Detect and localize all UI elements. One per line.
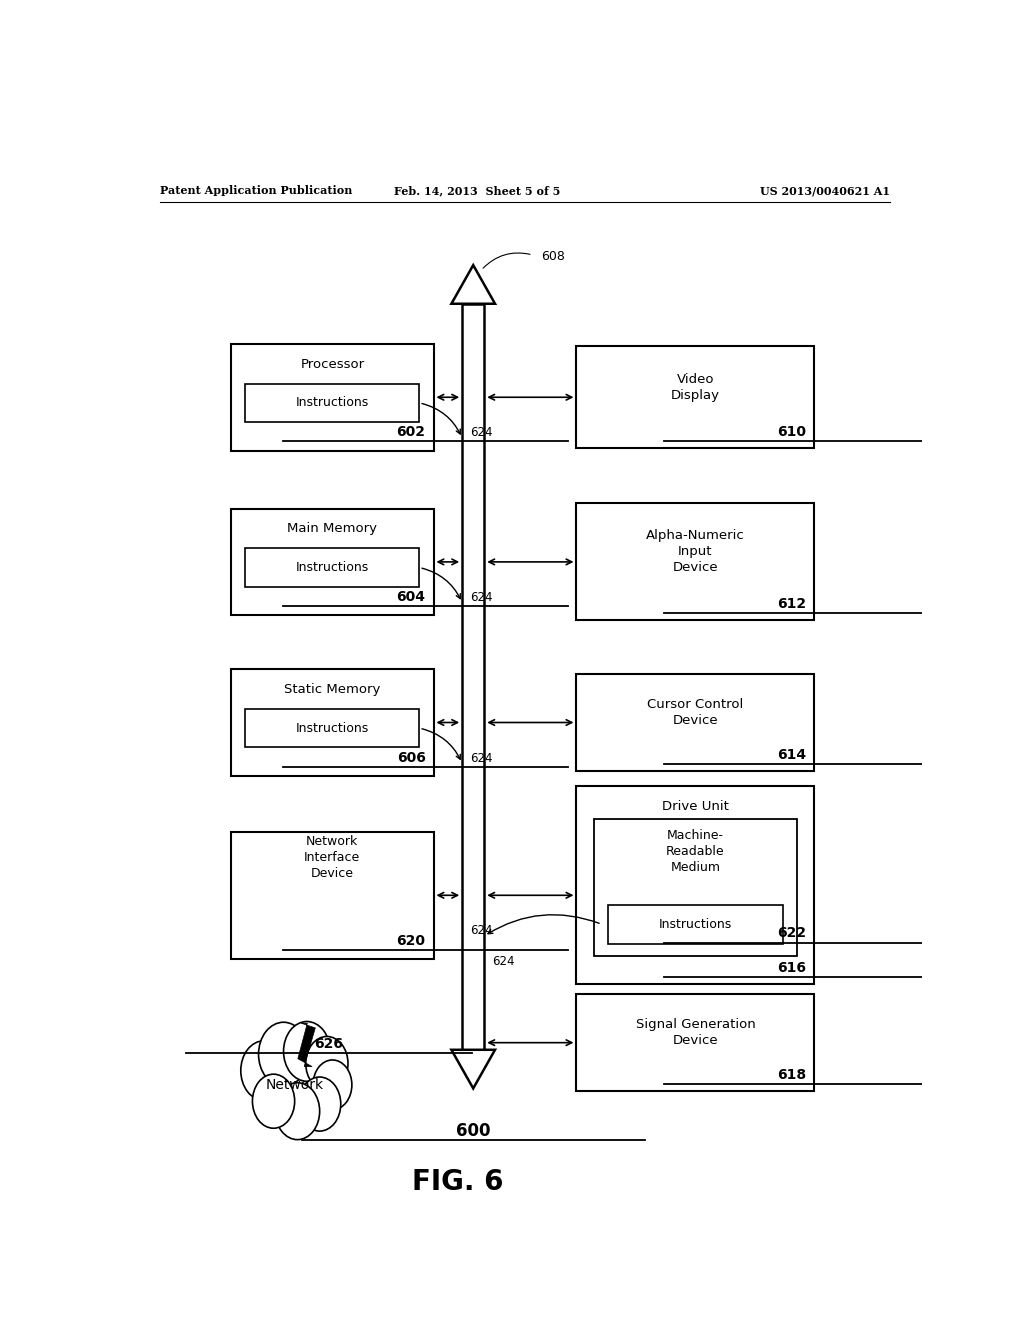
Text: Feb. 14, 2013  Sheet 5 of 5: Feb. 14, 2013 Sheet 5 of 5 [394,185,560,197]
Circle shape [284,1022,330,1081]
Circle shape [306,1036,348,1090]
Bar [577,994,814,1090]
Text: Instructions: Instructions [296,561,369,574]
Circle shape [253,1074,295,1129]
Text: Video
Display: Video Display [671,372,720,401]
Text: 606: 606 [396,751,426,764]
Text: Drive Unit: Drive Unit [662,800,729,813]
Text: Signal Generation
Device: Signal Generation Device [636,1018,756,1047]
Text: 624: 624 [470,591,493,605]
Text: 614: 614 [777,747,807,762]
Text: 622: 622 [777,927,807,940]
Text: Main Memory: Main Memory [288,523,378,536]
Polygon shape [452,265,495,304]
Text: 616: 616 [777,961,807,975]
Text: 624: 624 [470,924,493,937]
Bar [608,906,782,944]
Text: Processor: Processor [300,358,365,371]
Bar [231,832,433,958]
Bar [594,818,797,956]
Text: Alpha-Numeric
Input
Device: Alpha-Numeric Input Device [646,529,744,574]
Text: Instructions: Instructions [296,722,369,735]
Text: Cursor Control
Device: Cursor Control Device [647,698,743,727]
Text: 624: 624 [470,751,493,764]
Text: 608: 608 [541,251,564,264]
Text: Patent Application Publication: Patent Application Publication [160,185,352,197]
Text: Static Memory: Static Memory [285,682,381,696]
Text: 600: 600 [456,1122,490,1140]
Text: 624: 624 [493,954,515,968]
Circle shape [275,1082,319,1139]
Text: 618: 618 [777,1068,807,1081]
Circle shape [299,1077,341,1131]
Text: Instructions: Instructions [296,396,369,409]
Bar [577,503,814,620]
Circle shape [241,1040,288,1101]
Polygon shape [452,1049,495,1089]
Bar [246,548,419,587]
Polygon shape [298,1023,315,1067]
Bar [231,669,433,776]
Text: 602: 602 [396,425,426,440]
Text: Network: Network [265,1078,324,1092]
Text: 626: 626 [314,1038,344,1051]
Text: 604: 604 [396,590,426,605]
Text: 624: 624 [470,426,493,440]
Text: 620: 620 [396,933,426,948]
Bar [231,345,433,450]
Bar [246,709,419,747]
Text: 610: 610 [777,425,807,438]
Text: FIG. 6: FIG. 6 [412,1168,503,1196]
Bar [577,346,814,447]
Text: US 2013/0040621 A1: US 2013/0040621 A1 [760,185,890,197]
Bar [577,675,814,771]
Bar [462,304,484,1049]
Text: Instructions: Instructions [658,917,732,931]
Circle shape [258,1022,308,1086]
Bar [577,785,814,985]
Text: 612: 612 [777,597,807,611]
Bar [231,508,433,615]
Text: Network
Interface
Device: Network Interface Device [304,834,360,879]
Text: Machine-
Readable
Medium: Machine- Readable Medium [666,829,725,874]
Circle shape [313,1060,352,1110]
Bar [246,384,419,422]
